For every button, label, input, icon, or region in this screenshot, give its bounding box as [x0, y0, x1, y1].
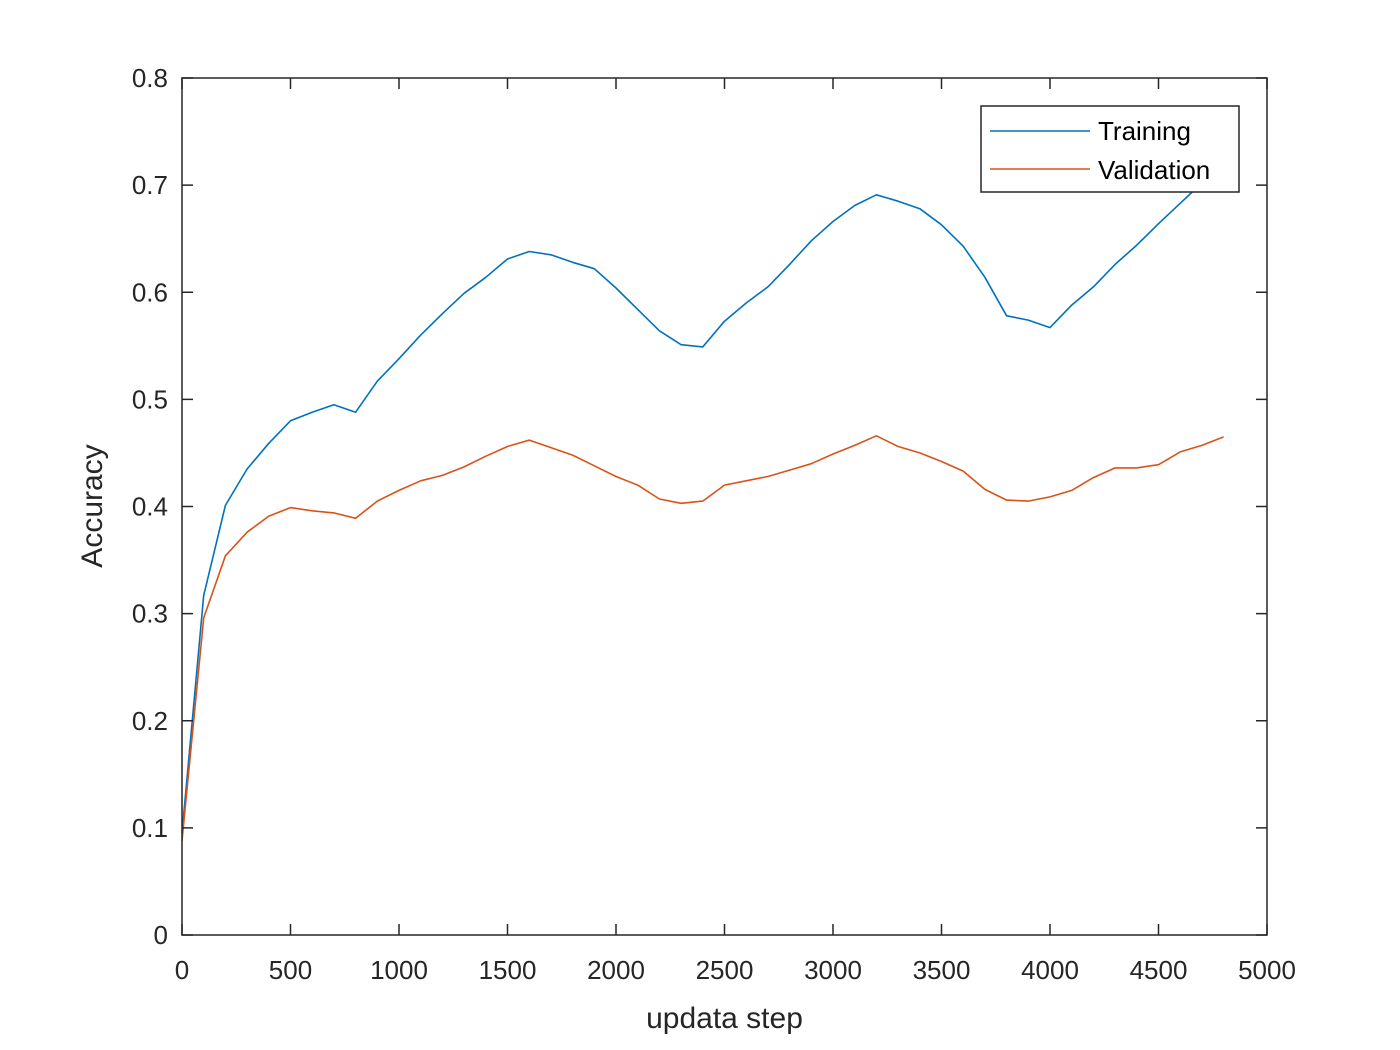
x-tick-label: 1500	[479, 955, 537, 985]
y-tick-label: 0.7	[132, 170, 168, 200]
x-tick-label: 3500	[913, 955, 971, 985]
x-tick-label: 5000	[1238, 955, 1296, 985]
y-tick-label: 0.2	[132, 706, 168, 736]
legend-label-training: Training	[1098, 116, 1191, 146]
y-tick-label: 0.8	[132, 63, 168, 93]
x-tick-label: 4500	[1130, 955, 1188, 985]
y-tick-label: 0.5	[132, 384, 168, 414]
series-line-training	[181, 181, 1224, 834]
x-tick-label: 3000	[804, 955, 862, 985]
y-tick-label: 0.3	[132, 599, 168, 629]
y-axis-ticks: 0 0.1 0.2 0.3 0.4 0.5 0.6 0.7 0.8	[132, 63, 1267, 950]
y-tick-label: 0.4	[132, 492, 168, 522]
legend-label-validation: Validation	[1098, 155, 1210, 185]
x-tick-label: 2500	[696, 955, 754, 985]
legend: Training Validation	[980, 105, 1240, 193]
x-tick-label: 4000	[1021, 955, 1079, 985]
x-tick-label: 0	[175, 955, 189, 985]
series-line-validation	[181, 434, 1224, 841]
x-tick-label: 2000	[587, 955, 645, 985]
legend-box	[980, 105, 1240, 193]
y-tick-label: 0.1	[132, 813, 168, 843]
x-axis-ticks: 0 500 1000 1500 2000 2500 3000 3500 4000 4500 5000	[175, 78, 1296, 985]
y-axis-label: Accuracy	[76, 444, 109, 567]
y-tick-label: 0	[154, 920, 168, 950]
series-layer	[181, 181, 1224, 841]
y-tick-label: 0.6	[132, 277, 168, 307]
x-axis-label: updata step	[646, 1002, 803, 1035]
x-tick-label: 500	[269, 955, 312, 985]
x-tick-label: 1000	[370, 955, 428, 985]
plot-area	[182, 78, 1267, 935]
